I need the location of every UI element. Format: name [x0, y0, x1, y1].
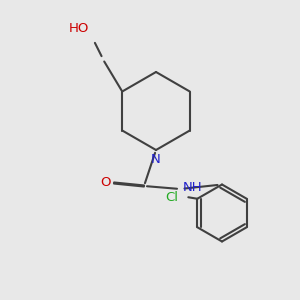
Text: NH: NH: [183, 181, 203, 194]
Text: N: N: [151, 153, 161, 166]
Text: O: O: [100, 176, 111, 190]
Text: HO: HO: [69, 22, 89, 34]
Text: Cl: Cl: [165, 191, 178, 204]
